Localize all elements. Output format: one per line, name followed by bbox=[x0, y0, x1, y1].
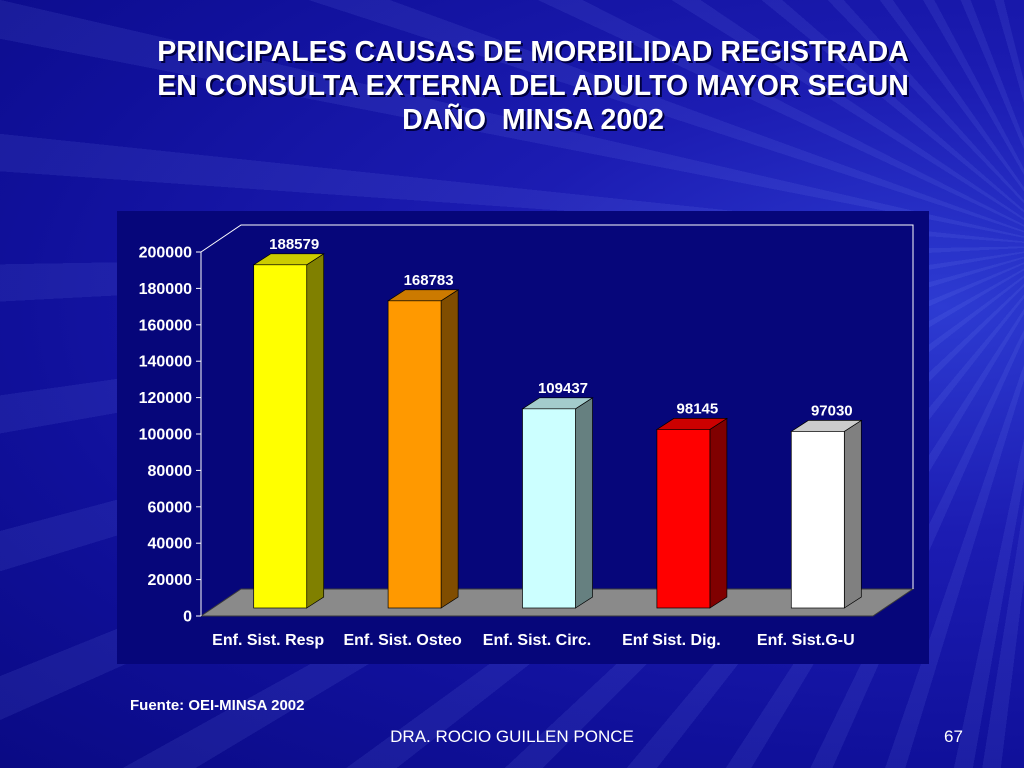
data-label: 188579 bbox=[269, 236, 319, 253]
x-category-label: Enf. Sist. Osteo bbox=[343, 632, 461, 649]
y-tick-label: 160000 bbox=[139, 317, 192, 334]
y-tick-label: 40000 bbox=[148, 536, 193, 553]
y-tick-label: 200000 bbox=[139, 245, 192, 262]
data-label: 168783 bbox=[404, 272, 454, 289]
bar-front-face bbox=[790, 431, 845, 609]
y-tick-label: 0 bbox=[183, 609, 192, 626]
bar-front-face bbox=[656, 429, 711, 609]
bar-front-face bbox=[387, 300, 442, 609]
bar-side-face bbox=[843, 419, 862, 609]
x-category-label: Enf. Sist. Circ. bbox=[483, 632, 591, 649]
slide-title-line: DAÑO MINSA 2002 bbox=[402, 104, 664, 136]
y-tick-label: 180000 bbox=[139, 281, 192, 298]
x-category-label: Enf. Sist. Resp bbox=[212, 632, 324, 649]
data-label: 98145 bbox=[677, 400, 719, 417]
chart-panel: 0 20000 40000 60000 80000 100000 120000 140000 1… bbox=[117, 211, 929, 664]
y-tick-label: 60000 bbox=[148, 499, 193, 516]
back-wall-outline bbox=[200, 224, 914, 589]
bar-3 bbox=[521, 397, 594, 609]
author-footer: DRA. ROCIO GUILLEN PONCE bbox=[390, 727, 634, 746]
bar-front-face bbox=[522, 408, 576, 609]
bar-front-face bbox=[253, 264, 308, 609]
slide-title-line: PRINCIPALES CAUSAS DE MORBILIDAD REGISTR… bbox=[157, 36, 909, 68]
source-note: Fuente: OEI-MINSA 2002 bbox=[130, 697, 305, 714]
y-tick-label: 100000 bbox=[139, 427, 192, 444]
bar-5 bbox=[790, 419, 863, 609]
data-label: 109437 bbox=[538, 380, 588, 397]
bar-4 bbox=[655, 417, 729, 609]
bar-side-face bbox=[575, 397, 593, 609]
bar-1 bbox=[252, 253, 325, 609]
x-category-label: Enf Sist. Dig. bbox=[622, 632, 721, 649]
bar-2 bbox=[386, 289, 460, 609]
y-tick-label: 20000 bbox=[148, 572, 193, 589]
bar-side-face bbox=[709, 417, 728, 609]
slide-title: PRINCIPALES CAUSAS DE MORBILIDAD REGISTR… bbox=[62, 35, 1004, 137]
slide-title-line: EN CONSULTA EXTERNA DEL ADULTO MAYOR SEG… bbox=[157, 70, 909, 102]
bar-chart: 0 20000 40000 60000 80000 100000 120000 140000 1… bbox=[139, 224, 915, 649]
y-tick-label: 140000 bbox=[139, 354, 192, 371]
bar-side-face bbox=[306, 253, 325, 609]
bar-side-face bbox=[440, 289, 459, 609]
data-label: 97030 bbox=[811, 402, 853, 419]
y-tick-label: 80000 bbox=[148, 463, 193, 480]
page-number: 67 bbox=[944, 727, 963, 746]
y-tick-label: 120000 bbox=[139, 390, 192, 407]
x-category-label: Enf. Sist.G-U bbox=[757, 632, 855, 649]
